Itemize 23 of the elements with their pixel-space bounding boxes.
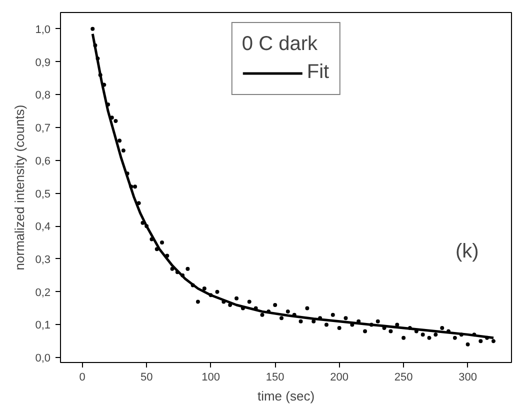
y-tick-label: 1,0	[35, 24, 51, 36]
y-tick-label: 0,8	[35, 90, 51, 102]
x-axis-title: time (sec)	[257, 388, 315, 404]
legend-label: Fit	[306, 61, 330, 84]
x-tick-label: 100	[202, 372, 220, 384]
y-tick-label: 0,5	[35, 188, 51, 200]
y-tick-label: 0,3	[35, 254, 51, 266]
x-tick-label: 50	[140, 372, 153, 384]
x-tick-label: 150	[266, 372, 284, 384]
y-tick-label: 0,6	[35, 155, 51, 168]
y-axis-title: normalized intensity (counts)	[12, 104, 28, 270]
x-tick-label: 0	[79, 372, 86, 384]
legend-title: 0 C dark	[242, 33, 318, 56]
y-tick-label: 0,2	[35, 286, 51, 299]
x-tick-label: 250	[394, 372, 413, 384]
y-tick-label: 0,9	[35, 56, 51, 69]
y-tick-label: 0,0	[35, 352, 51, 365]
y-tick-label: 0,4	[35, 221, 51, 234]
x-tick-label: 200	[330, 372, 349, 384]
y-tick-label: 0,1	[35, 320, 51, 332]
annotation: (k)	[456, 240, 479, 262]
x-tick-label: 300	[458, 372, 477, 384]
y-tick-label: 0,7	[35, 122, 51, 135]
